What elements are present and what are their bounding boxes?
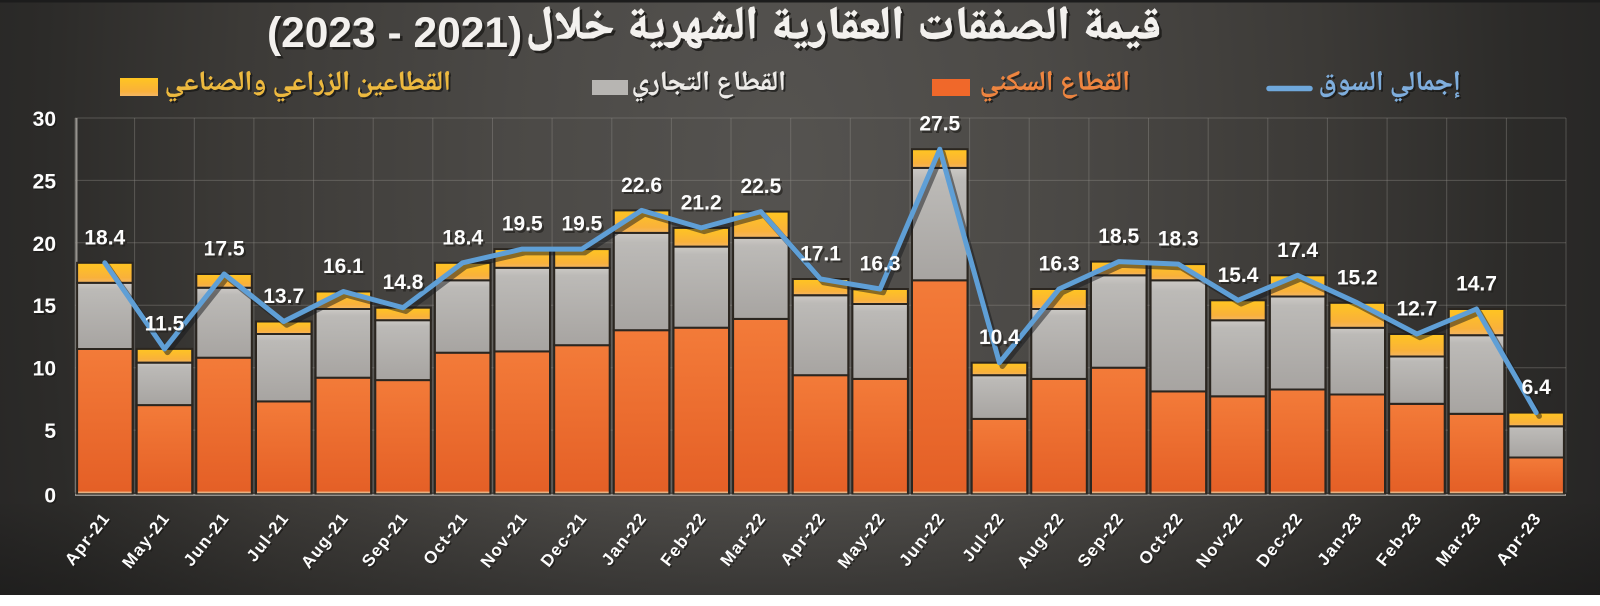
svg-text:13.7: 13.7 (265, 287, 306, 310)
svg-text:20: 20 (33, 233, 56, 256)
svg-text:15.4: 15.4 (1220, 266, 1261, 289)
svg-text:27.5: 27.5 (919, 113, 960, 136)
svg-text:16.3: 16.3 (862, 255, 903, 278)
svg-text:30: 30 (33, 108, 56, 131)
svg-text:10.4: 10.4 (979, 326, 1020, 349)
svg-text:12.7: 12.7 (1396, 298, 1437, 321)
svg-text:16.3: 16.3 (1041, 255, 1082, 278)
svg-text:22.6: 22.6 (621, 174, 662, 197)
svg-text:15: 15 (34, 297, 58, 320)
svg-text:21.2: 21.2 (683, 194, 724, 217)
svg-text:18.4: 18.4 (442, 226, 483, 249)
svg-text:15.4: 15.4 (1218, 264, 1259, 287)
svg-text:5: 5 (44, 420, 56, 443)
svg-text:15.2: 15.2 (1339, 269, 1380, 292)
svg-text:14.7: 14.7 (1458, 275, 1499, 298)
svg-text:18.4: 18.4 (84, 226, 125, 249)
svg-text:(2023 - 2021): (2023 - 2021) (267, 10, 522, 57)
svg-text:22.5: 22.5 (742, 177, 783, 200)
svg-text:16.1: 16.1 (323, 255, 364, 278)
svg-text:18.4: 18.4 (444, 229, 485, 252)
svg-text:18.3: 18.3 (1160, 230, 1201, 253)
svg-text:10: 10 (33, 358, 56, 381)
svg-text:17.4: 17.4 (1279, 241, 1320, 264)
svg-text:22.5: 22.5 (740, 175, 781, 198)
svg-text:25: 25 (34, 172, 58, 195)
svg-text:25: 25 (33, 170, 57, 193)
svg-text:15.2: 15.2 (1337, 266, 1378, 289)
svg-text:19.5: 19.5 (563, 215, 604, 238)
svg-text:17.4: 17.4 (1277, 239, 1318, 262)
svg-text:16.3: 16.3 (860, 253, 901, 276)
svg-text:6.4: 6.4 (1522, 376, 1552, 399)
svg-text:14.8: 14.8 (383, 271, 424, 294)
svg-text:0: 0 (46, 486, 58, 509)
svg-text:6.4: 6.4 (1524, 378, 1554, 401)
svg-text:18.5: 18.5 (1098, 225, 1139, 248)
svg-text:12.7: 12.7 (1398, 300, 1439, 323)
svg-text:30: 30 (34, 110, 57, 133)
svg-text:13.7: 13.7 (263, 285, 304, 308)
svg-text:22.6: 22.6 (623, 176, 664, 199)
svg-text:18.4: 18.4 (86, 229, 127, 252)
svg-text:10: 10 (34, 359, 57, 382)
svg-text:(2023 - 2021): (2023 - 2021) (270, 13, 525, 60)
svg-text:10.4: 10.4 (981, 328, 1022, 351)
svg-text:16.1: 16.1 (325, 257, 366, 280)
svg-text:18.5: 18.5 (1100, 227, 1141, 250)
svg-text:19.5: 19.5 (561, 213, 602, 236)
svg-text:18.3: 18.3 (1158, 228, 1199, 251)
svg-text:27.5: 27.5 (921, 115, 962, 138)
svg-text:20: 20 (34, 234, 57, 257)
svg-text:14.7: 14.7 (1456, 273, 1497, 296)
svg-text:15: 15 (33, 295, 57, 318)
svg-text:0: 0 (44, 485, 56, 508)
svg-text:14.8: 14.8 (385, 273, 426, 296)
svg-text:17.5: 17.5 (204, 238, 245, 261)
svg-text:21.2: 21.2 (681, 191, 722, 214)
svg-text:16.3: 16.3 (1039, 253, 1080, 276)
svg-text:11.5: 11.5 (145, 312, 185, 335)
svg-text:11.5: 11.5 (147, 315, 187, 338)
svg-text:5: 5 (46, 422, 58, 445)
svg-text:17.1: 17.1 (802, 245, 843, 268)
svg-text:19.5: 19.5 (504, 215, 545, 238)
svg-text:17.5: 17.5 (206, 240, 247, 263)
svg-text:19.5: 19.5 (502, 213, 543, 236)
svg-text:17.1: 17.1 (800, 243, 841, 266)
